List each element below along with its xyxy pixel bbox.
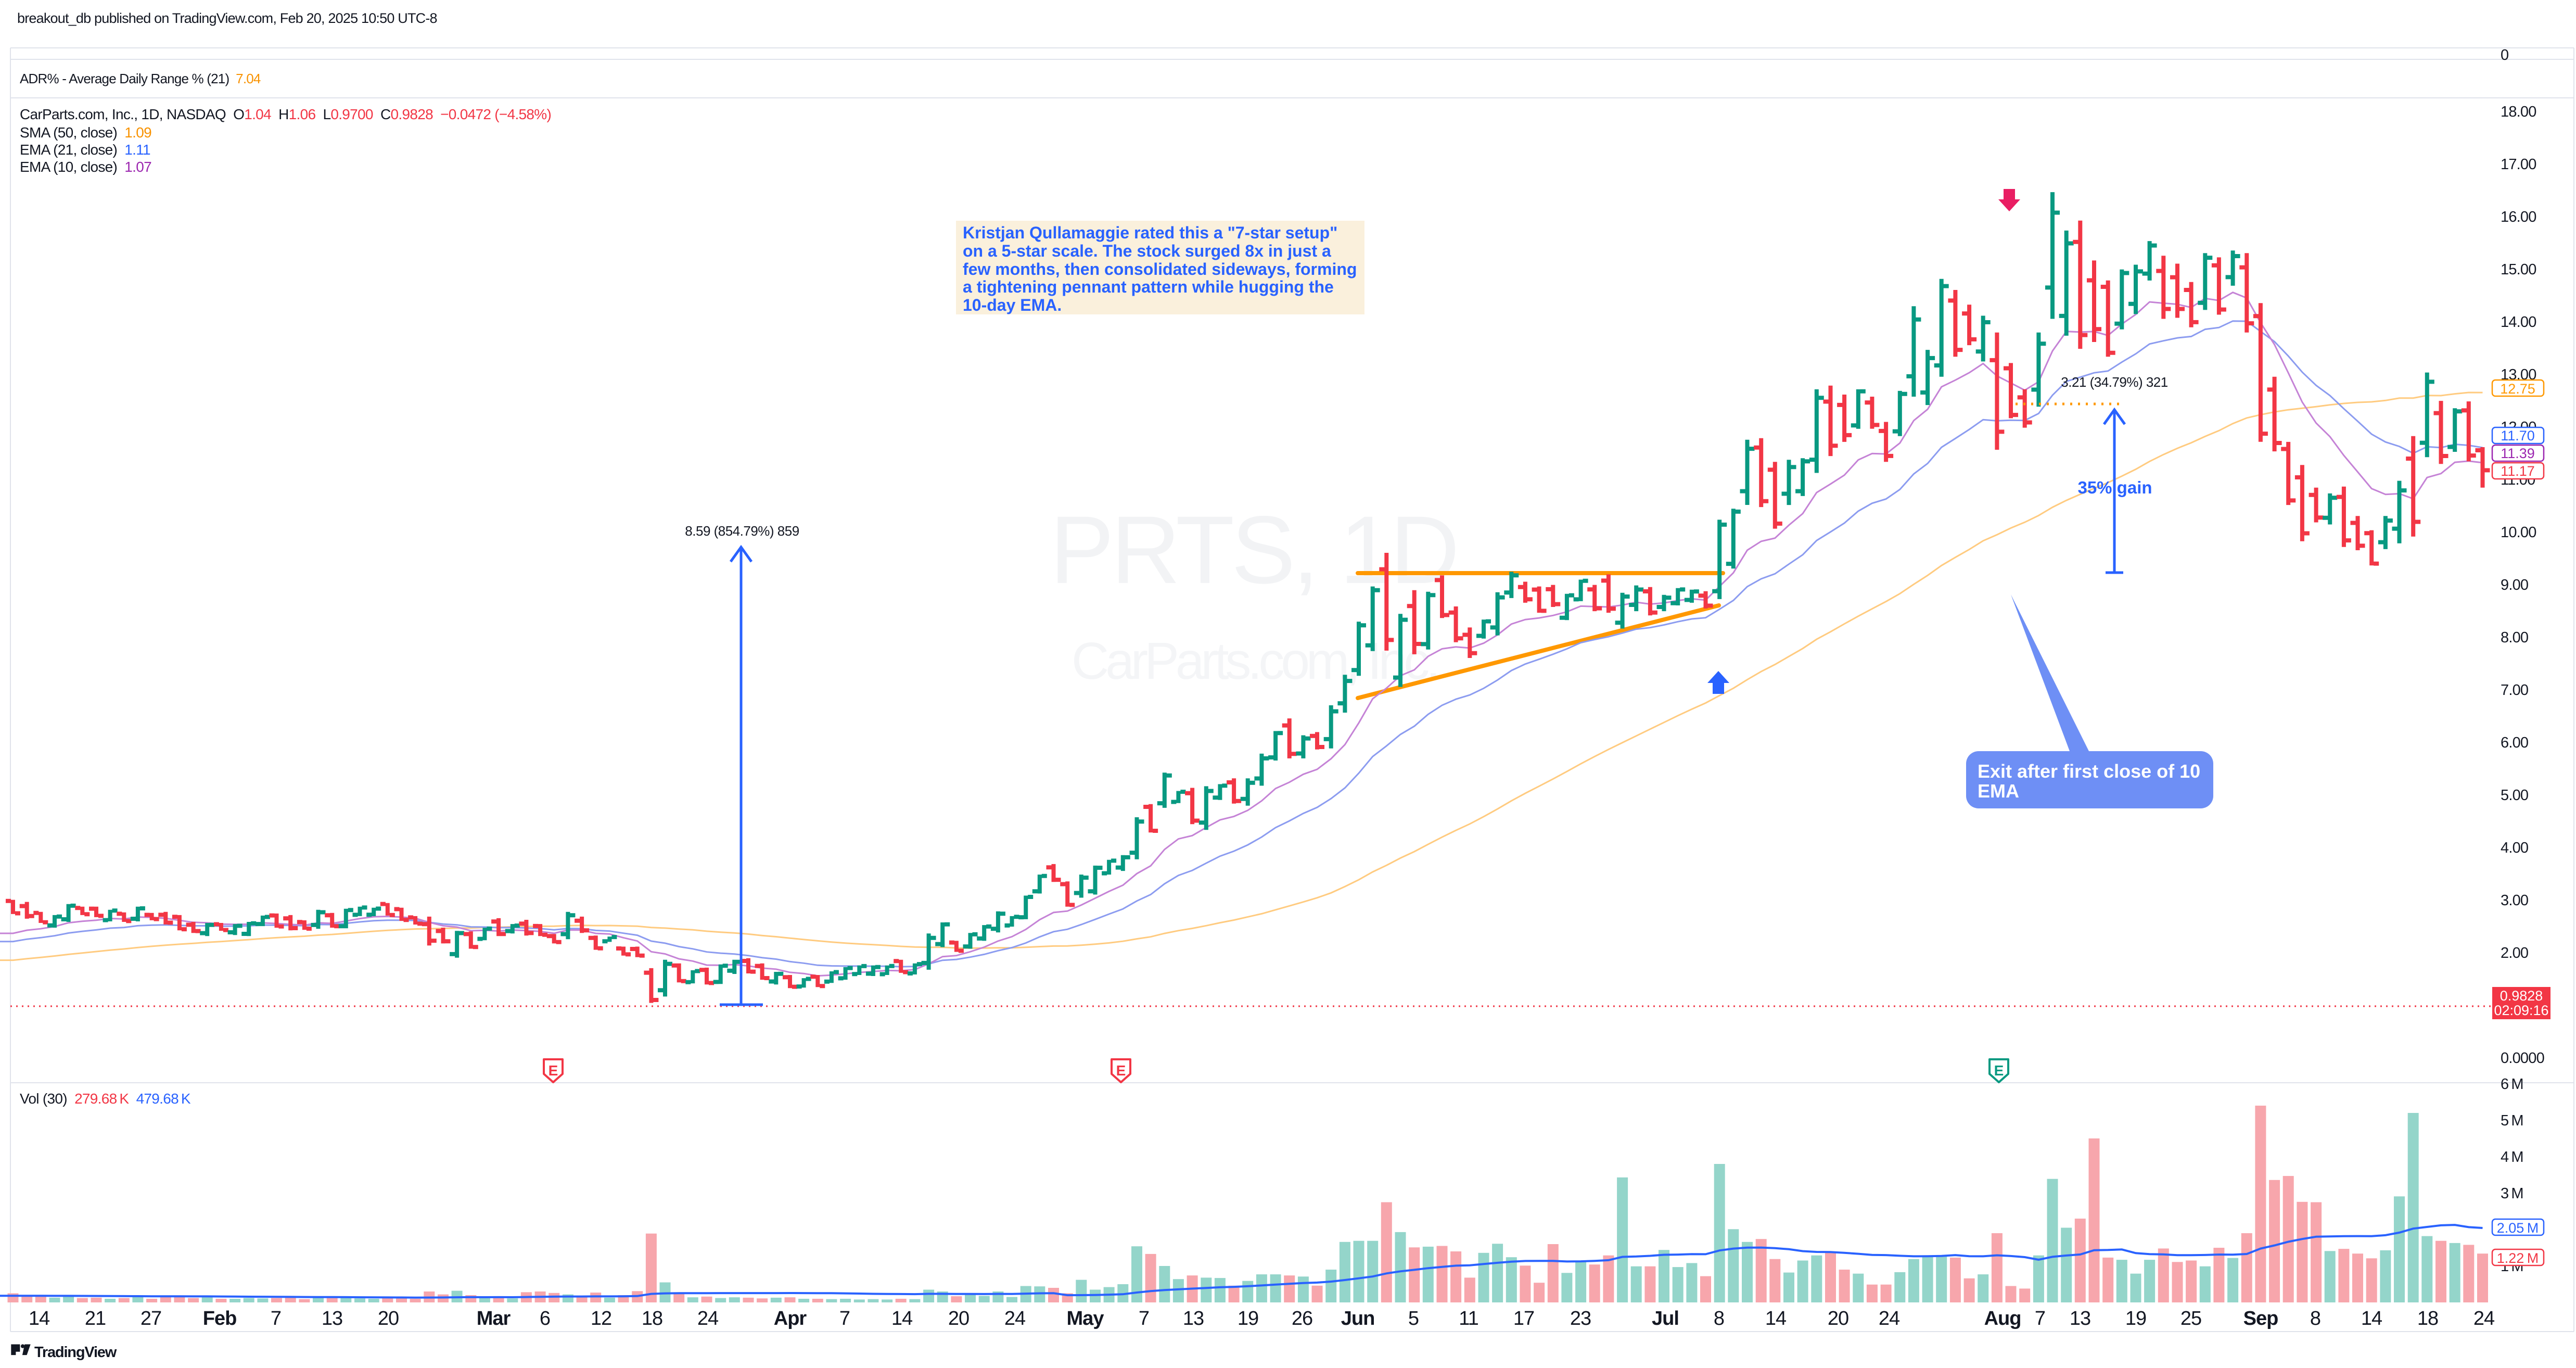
svg-text:2.05 M: 2.05 M xyxy=(2497,1220,2539,1236)
svg-text:11.17: 11.17 xyxy=(2501,463,2535,479)
svg-text:EMA (10, close) 1.07: EMA (10, close) 1.07 xyxy=(20,159,151,175)
svg-text:on a 5-star scale. The stock s: on a 5-star scale. The stock surged 8x i… xyxy=(963,242,1331,260)
svg-text:5.00: 5.00 xyxy=(2501,787,2528,804)
svg-text:E: E xyxy=(1994,1062,2004,1079)
svg-text:20: 20 xyxy=(1828,1308,1848,1329)
svg-text:18: 18 xyxy=(642,1308,662,1329)
svg-text:14: 14 xyxy=(891,1308,913,1329)
svg-text:Jun: Jun xyxy=(1341,1308,1375,1329)
svg-text:12: 12 xyxy=(591,1308,611,1329)
svg-text:27: 27 xyxy=(141,1308,161,1329)
svg-text:25: 25 xyxy=(2180,1308,2201,1329)
svg-text:14: 14 xyxy=(29,1308,50,1329)
svg-text:19: 19 xyxy=(1238,1308,1258,1329)
svg-text:7: 7 xyxy=(2035,1308,2045,1329)
svg-text:Vol (30) 279.68 K 479.68 K: Vol (30) 279.68 K 479.68 K xyxy=(20,1091,191,1107)
svg-text:11.70: 11.70 xyxy=(2501,428,2535,444)
svg-text:26: 26 xyxy=(1292,1308,1312,1329)
svg-text:PRTS, 1D: PRTS, 1D xyxy=(1050,497,1456,604)
svg-text:few months, then consolidated: few months, then consolidated sideways, … xyxy=(963,260,1357,278)
svg-text:breakout_db published on Tradi: breakout_db published on TradingView.com… xyxy=(17,10,437,26)
svg-text:6: 6 xyxy=(540,1308,550,1329)
svg-text:14.00: 14.00 xyxy=(2501,314,2536,331)
svg-text:3.21 (34.79%) 321: 3.21 (34.79%) 321 xyxy=(2061,374,2167,390)
svg-text:24: 24 xyxy=(1879,1308,1900,1329)
svg-text:Feb: Feb xyxy=(203,1308,237,1329)
svg-text:13: 13 xyxy=(1183,1308,1204,1329)
svg-text:Aug: Aug xyxy=(1984,1308,2021,1329)
svg-text:13: 13 xyxy=(322,1308,342,1329)
svg-text:10.00: 10.00 xyxy=(2501,524,2536,541)
svg-text:23: 23 xyxy=(1570,1308,1591,1329)
svg-text:4.00: 4.00 xyxy=(2501,840,2528,856)
svg-text:12.75: 12.75 xyxy=(2500,381,2535,397)
svg-text:6 M: 6 M xyxy=(2501,1076,2523,1093)
svg-text:13: 13 xyxy=(2070,1308,2090,1329)
svg-text:15.00: 15.00 xyxy=(2501,261,2536,278)
svg-text:11.39: 11.39 xyxy=(2501,446,2535,461)
svg-text:0.0000: 0.0000 xyxy=(2501,1050,2544,1067)
svg-text:17.00: 17.00 xyxy=(2501,156,2536,173)
svg-text:20: 20 xyxy=(948,1308,969,1329)
svg-text:8.59 (854.79%) 859: 8.59 (854.79%) 859 xyxy=(685,523,799,539)
svg-text:16.00: 16.00 xyxy=(2501,209,2536,225)
svg-text:6.00: 6.00 xyxy=(2501,734,2528,751)
svg-text:Jul: Jul xyxy=(1652,1308,1679,1329)
svg-text:Mar: Mar xyxy=(477,1308,511,1329)
svg-text:24: 24 xyxy=(697,1308,719,1329)
svg-text:3.00: 3.00 xyxy=(2501,892,2528,909)
svg-text:8: 8 xyxy=(1714,1308,1724,1329)
svg-text:E: E xyxy=(1116,1062,1126,1079)
svg-text:20: 20 xyxy=(378,1308,399,1329)
svg-text:SMA (50, close) 1.09: SMA (50, close) 1.09 xyxy=(20,124,151,141)
svg-text:EMA: EMA xyxy=(1978,780,2019,802)
svg-text:CarParts.com, Inc.: CarParts.com, Inc. xyxy=(1072,632,1437,690)
svg-text:a tightening pennant pattern w: a tightening pennant pattern while huggi… xyxy=(963,277,1334,296)
svg-text:5: 5 xyxy=(1408,1308,1419,1329)
svg-text:0.9828: 0.9828 xyxy=(2500,988,2543,1004)
svg-text:TradingView: TradingView xyxy=(34,1344,117,1361)
svg-text:21: 21 xyxy=(85,1308,106,1329)
svg-text:11: 11 xyxy=(1459,1308,1478,1329)
svg-text:ADR% - Average Daily Range % (: ADR% - Average Daily Range % (21) 7.04 xyxy=(20,71,261,86)
svg-text:E: E xyxy=(549,1062,558,1079)
svg-text:14: 14 xyxy=(2361,1308,2382,1329)
svg-text:8.00: 8.00 xyxy=(2501,629,2528,646)
svg-text:Apr: Apr xyxy=(774,1308,807,1329)
svg-text:Exit after first close of 10: Exit after first close of 10 xyxy=(1978,761,2200,782)
svg-text:5 M: 5 M xyxy=(2501,1112,2523,1129)
svg-text:May: May xyxy=(1067,1308,1104,1329)
svg-text:2.00: 2.00 xyxy=(2501,945,2528,961)
svg-text:02:09:16: 02:09:16 xyxy=(2494,1003,2548,1018)
svg-text:0: 0 xyxy=(2501,47,2508,64)
svg-text:9.00: 9.00 xyxy=(2501,577,2528,593)
svg-text:18: 18 xyxy=(2417,1308,2438,1329)
svg-text:7.00: 7.00 xyxy=(2501,682,2528,699)
svg-text:19: 19 xyxy=(2125,1308,2146,1329)
svg-text:7: 7 xyxy=(839,1308,850,1329)
svg-text:Kristjan Qullamaggie rated thi: Kristjan Qullamaggie rated this a "7-sta… xyxy=(963,223,1337,242)
svg-text:4 M: 4 M xyxy=(2501,1149,2523,1166)
svg-text:1.22 M: 1.22 M xyxy=(2497,1250,2539,1266)
svg-text:Sep: Sep xyxy=(2243,1308,2278,1329)
svg-text:14: 14 xyxy=(1765,1308,1787,1329)
svg-text:8: 8 xyxy=(2310,1308,2320,1329)
svg-text:24: 24 xyxy=(1004,1308,1026,1329)
svg-text:7: 7 xyxy=(271,1308,281,1329)
svg-text:35% gain: 35% gain xyxy=(2077,478,2152,497)
svg-text:10-day EMA.: 10-day EMA. xyxy=(963,296,1062,314)
svg-text:CarParts.com, Inc., 1D, NASDAQ: CarParts.com, Inc., 1D, NASDAQ O1.04 H1.… xyxy=(20,106,551,122)
svg-text:3 M: 3 M xyxy=(2501,1185,2523,1202)
svg-text:17: 17 xyxy=(1513,1308,1534,1329)
svg-text:7: 7 xyxy=(1139,1308,1149,1329)
svg-text:24: 24 xyxy=(2473,1308,2495,1329)
svg-text:EMA (21, close) 1.11: EMA (21, close) 1.11 xyxy=(20,142,150,158)
svg-text:18.00: 18.00 xyxy=(2501,104,2536,120)
